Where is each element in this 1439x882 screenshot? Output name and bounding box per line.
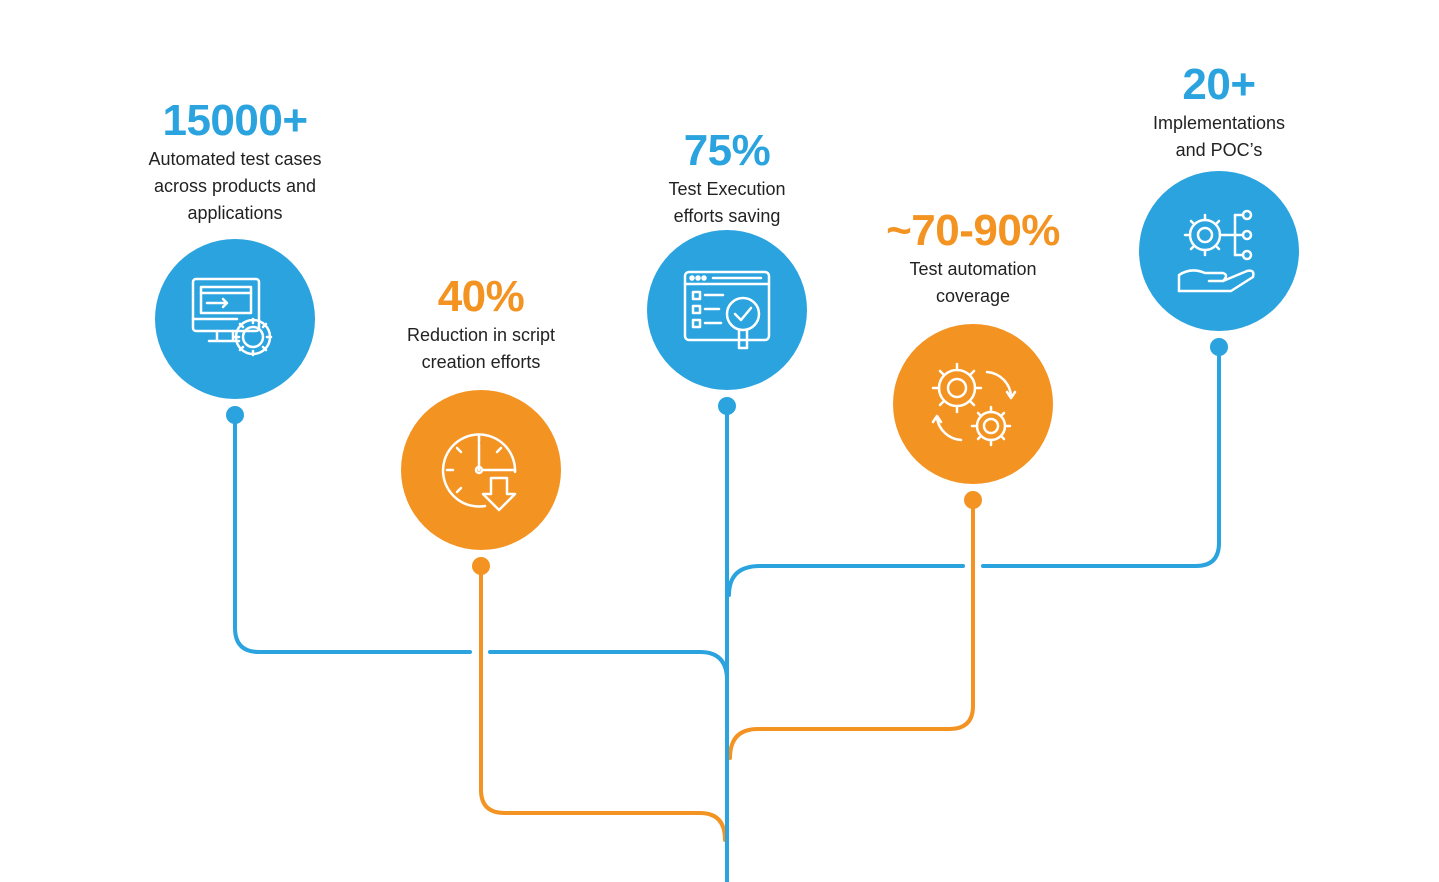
stat-2: 40% Reduction in script creation efforts <box>407 274 555 376</box>
stat-2-circle <box>401 390 561 550</box>
browser-checklist-search-icon <box>683 270 771 350</box>
stat-1: 15000+ Automated test cases across produ… <box>148 98 321 227</box>
stat-value: 15000+ <box>162 96 308 145</box>
connector-dot-4 <box>964 491 982 509</box>
stat-4-circle <box>893 324 1053 484</box>
connector-dot-1 <box>226 406 244 424</box>
clock-download-icon <box>441 433 517 512</box>
stat-value: ~70-90% <box>886 206 1060 255</box>
stat-value: 40% <box>437 272 525 321</box>
stat-5: 20+ Implementations and POC’s <box>1153 62 1285 164</box>
stat-1-circle <box>155 239 315 399</box>
stat-description: Test Execution efforts saving <box>668 179 786 226</box>
stat-description: Reduction in script creation efforts <box>406 325 556 372</box>
connector-line-5 <box>727 345 1221 597</box>
stat-4: ~70-90% Test automation coverage <box>886 208 1060 310</box>
stat-description: Test automation coverage <box>909 259 1037 306</box>
monitor-gear-icon <box>191 277 273 357</box>
connector-dot-3 <box>718 397 736 415</box>
stat-description: Implementations and POC’s <box>1152 113 1286 160</box>
connector-line-4 <box>728 498 975 760</box>
stat-5-circle <box>1139 171 1299 331</box>
hand-gear-network-icon <box>1177 209 1255 293</box>
connector-dots <box>226 338 1228 575</box>
connector-line-2 <box>479 564 727 842</box>
connector-dot-5 <box>1210 338 1228 356</box>
stat-3-circle <box>647 230 807 390</box>
stat-value: 20+ <box>1182 60 1256 109</box>
stat-value: 75% <box>683 126 771 175</box>
stat-3: 75% Test Execution efforts saving <box>668 128 785 230</box>
connector-dot-2 <box>472 557 490 575</box>
stat-description: Automated test cases across products and… <box>148 149 322 223</box>
gears-cycle-icon <box>931 362 1017 447</box>
